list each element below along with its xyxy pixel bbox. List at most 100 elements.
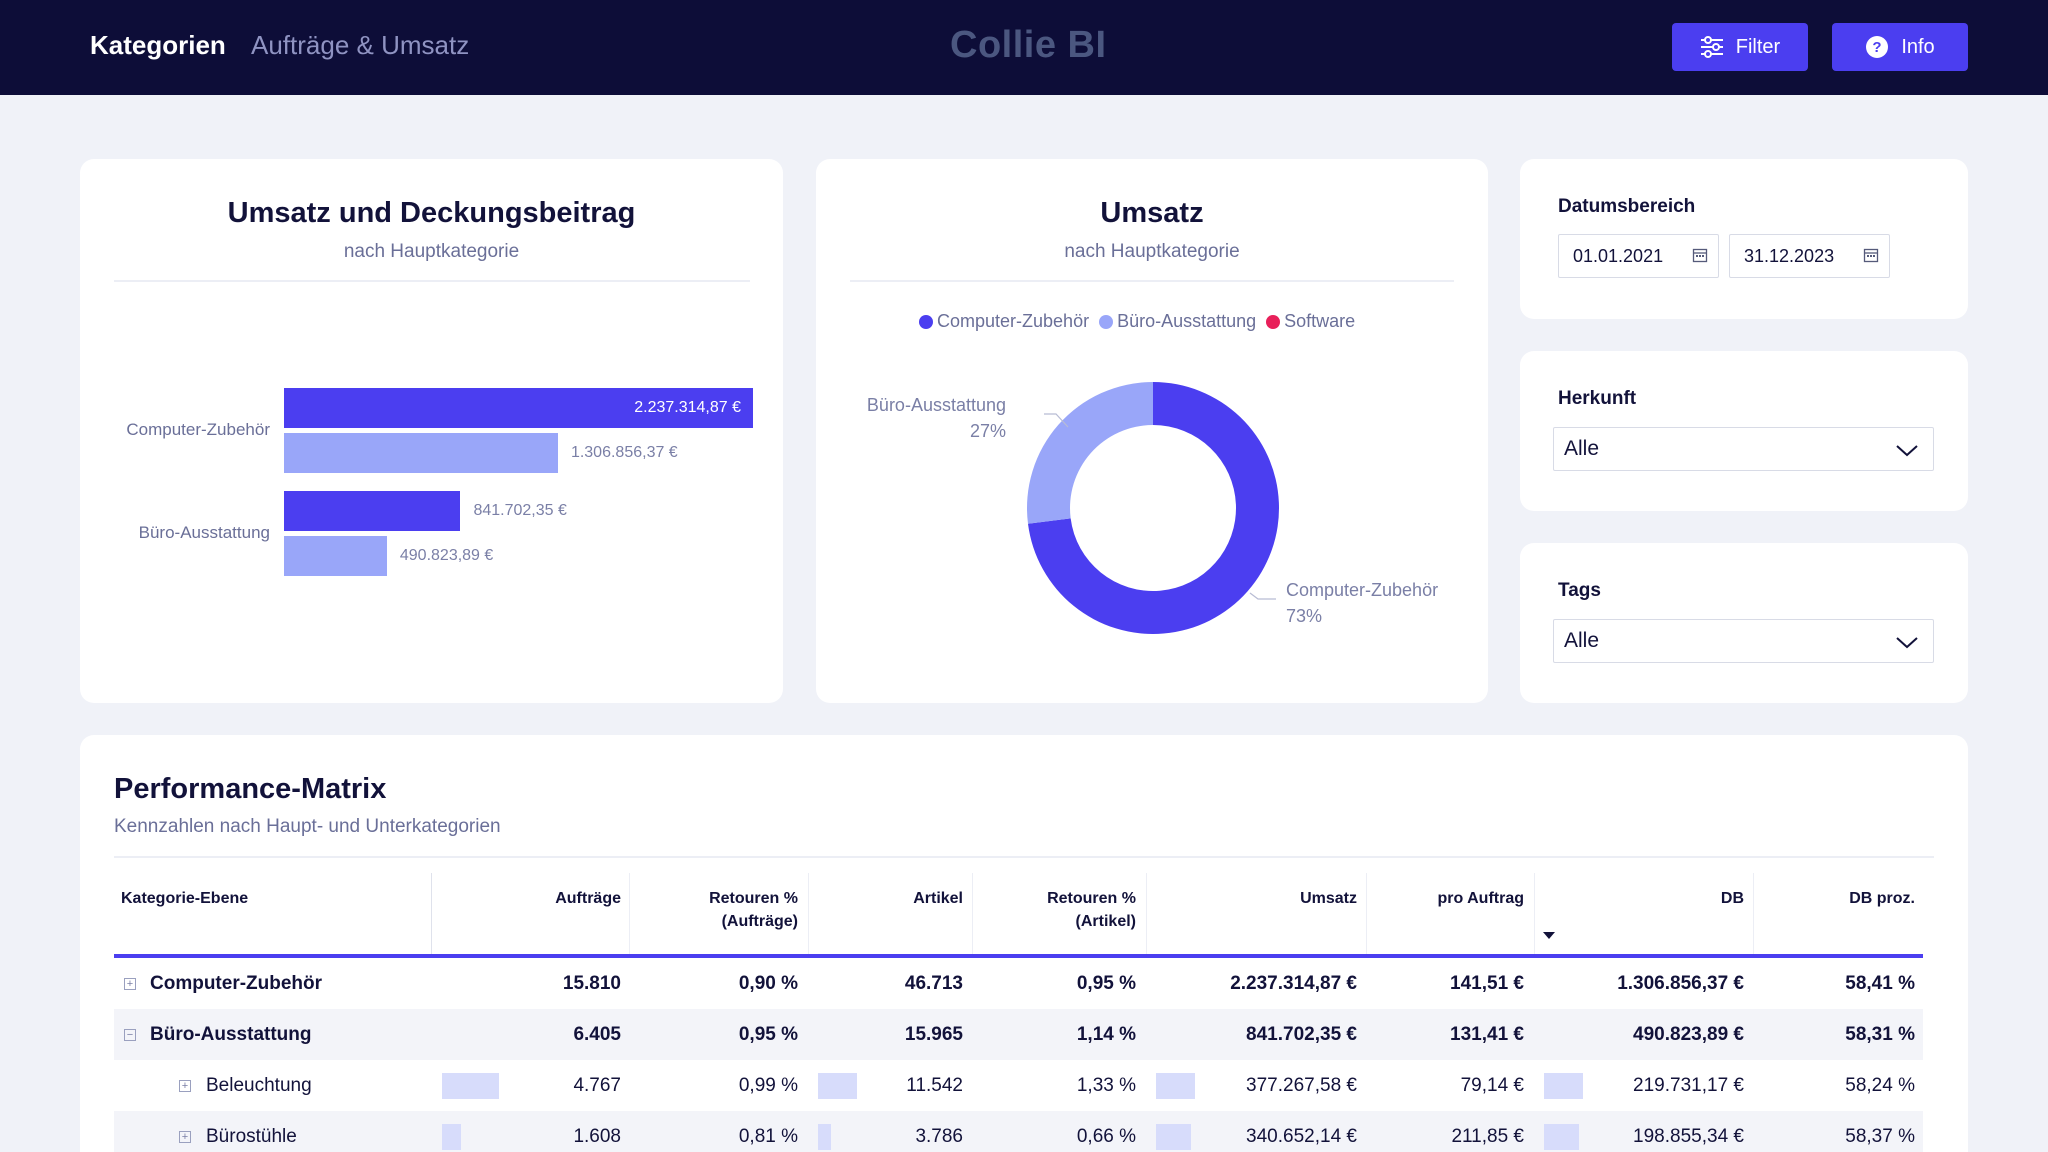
divider bbox=[850, 280, 1454, 282]
bar[interactable] bbox=[284, 536, 387, 576]
data-bar bbox=[1544, 1124, 1580, 1150]
top-navigation: Kategorien Aufträge & Umsatz Collie BI F… bbox=[0, 0, 2048, 95]
table-cell-auftraege: 6.405 bbox=[573, 1024, 621, 1045]
date-from-input[interactable]: 01.01.2021 bbox=[1558, 234, 1719, 278]
header-umsatz[interactable]: Umsatz bbox=[1300, 890, 1357, 907]
table-cell-ret-art: 1,33 % bbox=[1076, 1075, 1136, 1096]
header-retouren-auftraege[interactable]: Retouren % (Aufträge) bbox=[640, 887, 798, 933]
table-cell-db: 1.306.856,37 € bbox=[1617, 973, 1744, 994]
table-cell-db: 490.823,89 € bbox=[1633, 1024, 1744, 1045]
tags-card: Tags Alle bbox=[1520, 543, 1968, 703]
legend-dot bbox=[1266, 314, 1281, 329]
donut-leader-line bbox=[1249, 592, 1276, 600]
expand-icon[interactable]: + bbox=[179, 1080, 191, 1092]
legend-label: Computer-Zubehör bbox=[937, 311, 1090, 331]
expand-icon[interactable]: + bbox=[124, 978, 136, 990]
bar-value-label: 2.237.314,87 € bbox=[634, 399, 741, 416]
bar[interactable] bbox=[284, 491, 461, 531]
herkunft-label: Herkunft bbox=[1558, 388, 1637, 409]
table-cell-artikel: 46.713 bbox=[904, 973, 963, 994]
header-auftraege[interactable]: Aufträge bbox=[555, 890, 621, 907]
legend-item-software[interactable]: Software bbox=[1266, 311, 1355, 332]
donut-slice[interactable] bbox=[1027, 382, 1153, 524]
table-cell-db-proz: 58,24 % bbox=[1845, 1075, 1915, 1096]
header-artikel[interactable]: Artikel bbox=[913, 890, 963, 907]
legend-dot bbox=[919, 314, 933, 329]
bar-category-label: Büro-Ausstattung bbox=[138, 523, 270, 542]
table-cell-db: 219.731,17 € bbox=[1633, 1075, 1744, 1096]
donut-chart-subtitle: nach Hauptkategorie bbox=[1064, 241, 1240, 262]
matrix-subtitle: Kennzahlen nach Haupt- und Unterkategori… bbox=[114, 816, 501, 837]
tags-label: Tags bbox=[1558, 580, 1601, 601]
bar-value-label: 490.823,89 € bbox=[399, 547, 494, 564]
header-pro-auftrag[interactable]: pro Auftrag bbox=[1437, 890, 1524, 907]
table-cell-ret-art: 1,14 % bbox=[1076, 1024, 1136, 1045]
bar-chart: Computer-Zubehör 2.237.314,87 € 1.306.856,… bbox=[80, 159, 783, 703]
donut-label-name: Büro-Ausstattung bbox=[866, 395, 1006, 415]
donut-label-value: 73% bbox=[1286, 606, 1323, 626]
svg-text:?: ? bbox=[1873, 39, 1882, 56]
table-row[interactable] bbox=[114, 1111, 1923, 1152]
table-cell-db: 198.855,34 € bbox=[1633, 1126, 1744, 1147]
date-to-value: 31.12.2023 bbox=[1744, 245, 1835, 266]
filter-button[interactable]: Filter bbox=[1672, 23, 1808, 71]
header-line-2: (Aufträge) bbox=[721, 913, 798, 930]
date-from-value: 01.01.2021 bbox=[1573, 245, 1664, 266]
calendar-icon[interactable] bbox=[1692, 247, 1708, 268]
header-line-2: (Artikel) bbox=[1075, 913, 1136, 930]
donut-label-value: 27% bbox=[969, 421, 1006, 441]
donut-label-buero-ausstattung: Büro-Ausstattung 27% bbox=[866, 392, 1006, 444]
legend-item-buero-ausstattung[interactable]: Büro-Ausstattung bbox=[1099, 311, 1256, 332]
table-row[interactable] bbox=[114, 1009, 1923, 1060]
bar-value-label: 841.702,35 € bbox=[473, 502, 567, 519]
donut-slice[interactable] bbox=[1027, 382, 1279, 634]
table-cell-auftraege: 15.810 bbox=[562, 973, 621, 994]
legend-dot bbox=[1099, 314, 1114, 329]
tags-value: Alle bbox=[1564, 629, 1600, 652]
table-cell-pro-auftrag: 79,14 € bbox=[1460, 1075, 1524, 1096]
table-cell-artikel: 15.965 bbox=[904, 1024, 963, 1045]
expand-icon[interactable]: + bbox=[179, 1131, 191, 1143]
data-bar bbox=[442, 1124, 462, 1150]
tab-auftraege-umsatz[interactable]: Aufträge & Umsatz bbox=[251, 30, 470, 60]
bar[interactable] bbox=[284, 388, 753, 428]
table-cell-artikel: 11.542 bbox=[906, 1075, 963, 1096]
category-name: Büro-Ausstattung bbox=[150, 1024, 312, 1045]
date-to-input[interactable]: 31.12.2023 bbox=[1729, 234, 1890, 278]
sort-descending-icon[interactable] bbox=[1543, 932, 1555, 939]
header-db-proz[interactable]: DB proz. bbox=[1849, 890, 1915, 907]
herkunft-card: Herkunft Alle bbox=[1520, 351, 1968, 511]
collapse-icon[interactable]: − bbox=[124, 1029, 136, 1041]
category-name: Beleuchtung bbox=[206, 1075, 312, 1096]
brand-logo: Collie BI bbox=[950, 24, 1107, 66]
table-row[interactable] bbox=[114, 1060, 1923, 1111]
table-cell-db-proz: 58,37 % bbox=[1845, 1126, 1915, 1147]
header-db[interactable]: DB bbox=[1720, 890, 1744, 907]
info-button[interactable]: ? Info bbox=[1832, 23, 1968, 71]
date-range-card: Datumsbereich 01.01.2021 31.12.2023 bbox=[1520, 159, 1968, 319]
tab-kategorien[interactable]: Kategorien bbox=[90, 30, 226, 60]
table-cell-db-proz: 58,31 % bbox=[1845, 1024, 1915, 1045]
category-name: Computer-Zubehör bbox=[150, 973, 323, 994]
herkunft-value: Alle bbox=[1564, 437, 1600, 460]
header-retouren-artikel[interactable]: Retouren % (Artikel) bbox=[982, 887, 1136, 933]
table-cell-ret-auf: 0,90 % bbox=[738, 973, 798, 994]
bar-category-label: Computer-Zubehör bbox=[126, 420, 270, 439]
table-cell-pro-auftrag: 131,41 € bbox=[1450, 1024, 1524, 1045]
donut-chart-title: Umsatz bbox=[1100, 197, 1204, 229]
bar-chart-card: Umsatz und Deckungsbeitrag nach Hauptkat… bbox=[80, 159, 783, 703]
calendar-icon[interactable] bbox=[1863, 247, 1879, 268]
herkunft-select[interactable]: Alle bbox=[1553, 427, 1934, 471]
legend-item-computer-zubehoer[interactable]: Computer-Zubehör bbox=[919, 311, 1089, 332]
bar-value-label: 1.306.856,37 € bbox=[570, 444, 678, 461]
header-kategorie-ebene[interactable]: Kategorie-Ebene bbox=[121, 890, 249, 907]
divider bbox=[114, 280, 750, 282]
table-cell-umsatz: 2.237.314,87 € bbox=[1230, 973, 1357, 994]
table-cell-ret-art: 0,66 % bbox=[1076, 1126, 1136, 1147]
bar[interactable] bbox=[284, 433, 558, 473]
sliders-icon bbox=[1700, 36, 1724, 58]
legend-label: Software bbox=[1284, 311, 1356, 331]
table-row[interactable] bbox=[114, 958, 1923, 1009]
tags-select[interactable]: Alle bbox=[1553, 619, 1934, 663]
table-cell-ret-auf: 0,99 % bbox=[738, 1075, 798, 1096]
